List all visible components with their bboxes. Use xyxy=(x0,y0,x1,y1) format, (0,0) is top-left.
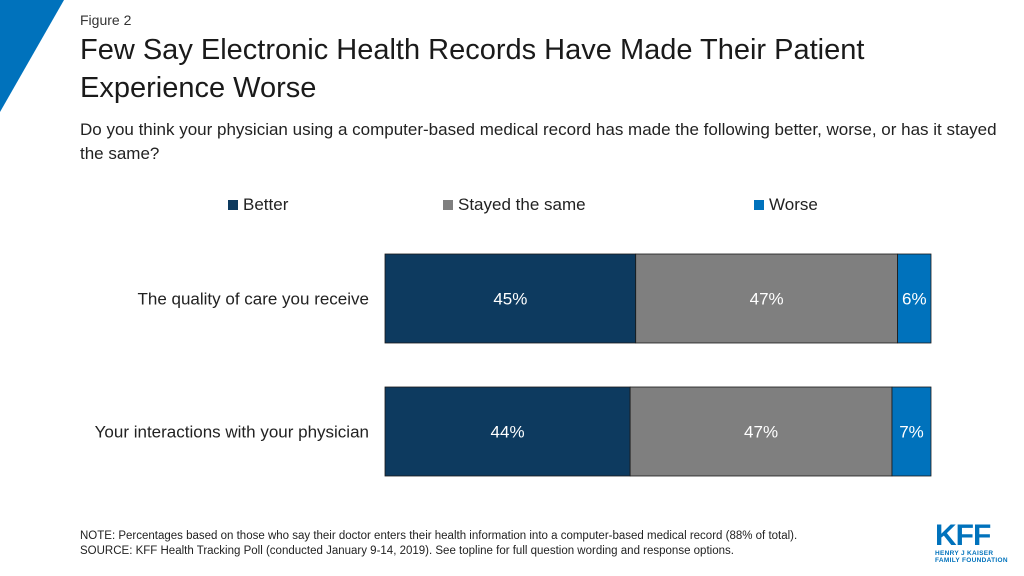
data-label-worse-1: 6% xyxy=(902,290,927,309)
corner-accent-triangle xyxy=(0,0,64,112)
bar-stayed-the-same-2 xyxy=(629,386,893,477)
data-label-better-2: 44% xyxy=(491,423,525,442)
data-label-stayed-the-same-2: 47% xyxy=(744,423,778,442)
category-label-your-interactions-with-your-physician: Your interactions with your physician xyxy=(95,423,369,442)
data-label-better-1: 45% xyxy=(493,290,527,309)
legend-swatch-same xyxy=(443,200,453,210)
legend-item-better: Better xyxy=(228,194,288,216)
legend-item-same: Stayed the same xyxy=(443,194,586,216)
footer-note: NOTE: Percentages based on those who say… xyxy=(80,530,798,542)
legend-swatch-worse xyxy=(754,200,764,210)
legend-label-better: Better xyxy=(243,195,289,214)
legend-item-worse: Worse xyxy=(754,194,818,216)
kff-logo: KFF HENRY J KAISER FAMILY FOUNDATION xyxy=(935,519,1008,565)
footer-source: SOURCE: KFF Health Tracking Poll (conduc… xyxy=(80,545,734,557)
kff-logo-mark: KFF xyxy=(935,519,991,552)
bar-better-2 xyxy=(384,386,631,477)
kff-logo-line2: FAMILY FOUNDATION xyxy=(935,557,1008,564)
footer-notes: NOTE: Percentages based on those who say… xyxy=(80,529,920,559)
bar-worse-2 xyxy=(891,386,932,477)
bar-stayed-the-same-1 xyxy=(635,253,898,344)
legend-label-same: Stayed the same xyxy=(458,195,586,214)
legend-swatch-better xyxy=(228,200,238,210)
bar-worse-1 xyxy=(897,253,932,344)
category-label-the-quality-of-care-you-receive: The quality of care you receive xyxy=(137,290,369,309)
page-subtitle: Do you think your physician using a comp… xyxy=(80,120,997,163)
figure-label: Figure 2 xyxy=(80,12,132,28)
legend-label-worse: Worse xyxy=(769,195,818,214)
page-title: Few Say Electronic Health Records Have M… xyxy=(80,34,865,104)
data-label-worse-2: 7% xyxy=(899,423,924,442)
kff-logo-line1: HENRY J KAISER xyxy=(935,550,994,557)
data-label-stayed-the-same-1: 47% xyxy=(750,290,784,309)
